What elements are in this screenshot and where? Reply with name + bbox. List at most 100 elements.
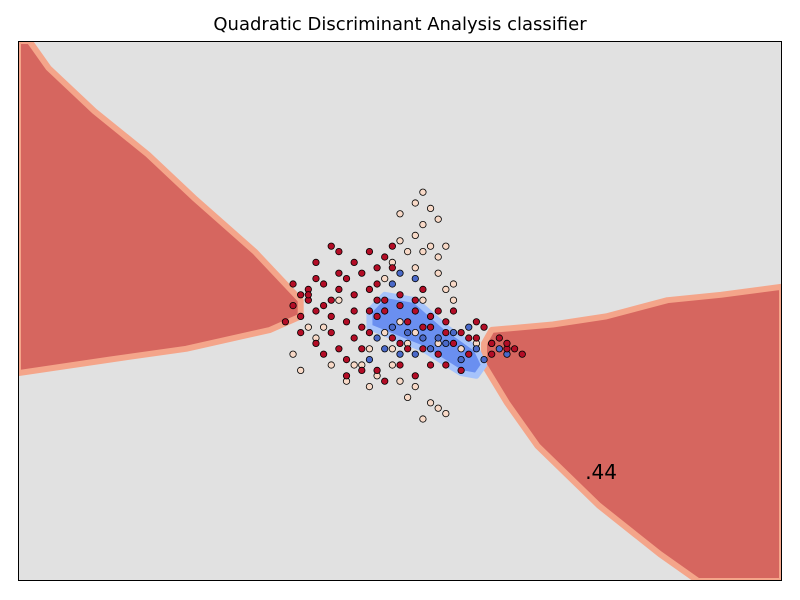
scatter-point-series-0 bbox=[426, 242, 435, 250]
scatter-point-series-2 bbox=[503, 339, 511, 347]
scatter-point-series-2 bbox=[319, 350, 328, 358]
scatter-point-series-0 bbox=[411, 231, 419, 239]
scatter-point-series-2 bbox=[312, 339, 320, 347]
scatter-point-series-2 bbox=[411, 307, 419, 315]
scatter-point-series-2 bbox=[327, 312, 335, 320]
scatter-point-series-2 bbox=[319, 301, 328, 310]
scatter-point-series-0 bbox=[457, 345, 465, 353]
scatter-point-series-0 bbox=[426, 399, 435, 407]
scatter-point-series-0 bbox=[419, 221, 427, 229]
scatter-point-series-2 bbox=[358, 269, 366, 277]
scatter-point-series-1 bbox=[442, 339, 450, 347]
scatter-point-series-1 bbox=[434, 334, 442, 342]
scatter-point-series-1 bbox=[396, 350, 404, 358]
scatter-point-series-2 bbox=[342, 372, 351, 380]
scatter-point-series-0 bbox=[381, 274, 389, 283]
scatter-point-series-0 bbox=[419, 415, 427, 423]
scatter-point-series-2 bbox=[358, 323, 366, 331]
scatter-point-series-2 bbox=[365, 248, 374, 256]
scatter-point-series-1 bbox=[373, 334, 381, 342]
scatter-point-series-2 bbox=[373, 280, 381, 288]
scatter-point-series-1 bbox=[495, 345, 503, 353]
scatter-point-series-0 bbox=[404, 248, 412, 256]
scatter-point-series-2 bbox=[327, 328, 335, 337]
scatter-point-series-1 bbox=[388, 280, 396, 288]
scatter-point-series-2 bbox=[350, 334, 358, 342]
scatter-point-series-1 bbox=[388, 323, 396, 331]
scatter-point-series-2 bbox=[419, 323, 427, 331]
scatter-point-series-0 bbox=[442, 285, 450, 293]
scatter-point-series-2 bbox=[404, 345, 412, 353]
scatter-point-series-0 bbox=[335, 296, 343, 304]
scatter-point-series-2 bbox=[335, 269, 343, 277]
scatter-point-series-2 bbox=[335, 285, 343, 293]
scatter-point-series-1 bbox=[411, 350, 419, 358]
scatter-point-series-2 bbox=[335, 248, 343, 256]
scatter-point-series-0 bbox=[404, 393, 412, 401]
scatter-point-series-2 bbox=[388, 334, 396, 342]
scatter-point-series-2 bbox=[472, 334, 480, 342]
decision-regions bbox=[18, 41, 782, 581]
scatter-point-series-0 bbox=[365, 382, 374, 391]
scatter-point-series-0 bbox=[411, 382, 419, 391]
scatter-point-series-2 bbox=[396, 291, 404, 299]
scatter-point-series-2 bbox=[449, 307, 458, 315]
scatter-point-series-0 bbox=[442, 409, 450, 418]
scatter-point-series-2 bbox=[388, 264, 396, 272]
scatter-point-series-0 bbox=[449, 280, 458, 288]
scatter-point-series-2 bbox=[426, 323, 435, 331]
scatter-point-series-0 bbox=[419, 296, 427, 304]
scatter-point-series-2 bbox=[350, 291, 358, 299]
scatter-point-series-1 bbox=[480, 355, 488, 364]
scatter-point-series-2 bbox=[373, 366, 381, 374]
scatter-point-series-1 bbox=[457, 355, 465, 364]
scatter-point-series-1 bbox=[396, 269, 404, 277]
scatter-point-series-0 bbox=[297, 366, 305, 374]
scatter-point-series-2 bbox=[434, 307, 442, 315]
scatter-point-series-2 bbox=[312, 307, 320, 315]
scatter-point-series-2 bbox=[465, 350, 473, 358]
scatter-point-series-2 bbox=[342, 318, 351, 326]
scatter-point-series-2 bbox=[373, 312, 381, 320]
chart-title: Quadratic Discriminant Analysis classifi… bbox=[213, 14, 587, 35]
scatter-point-series-2 bbox=[289, 280, 297, 288]
scatter-point-series-2 bbox=[297, 312, 305, 320]
scatter-point-series-2 bbox=[312, 258, 320, 266]
scatter-point-series-2 bbox=[350, 258, 358, 266]
scatter-point-series-2 bbox=[381, 253, 389, 261]
scatter-point-series-0 bbox=[327, 361, 335, 369]
scatter-point-series-2 bbox=[396, 361, 404, 369]
scatter-point-series-2 bbox=[335, 345, 343, 353]
scatter-point-series-2 bbox=[373, 264, 381, 272]
scatter-point-series-2 bbox=[319, 280, 328, 288]
scatter-point-series-2 bbox=[350, 307, 358, 315]
scatter-point-series-0 bbox=[434, 215, 442, 223]
data-points bbox=[281, 188, 526, 423]
scatter-point-series-2 bbox=[327, 296, 335, 304]
annotation-label: .44 bbox=[585, 460, 617, 484]
scatter-point-series-2 bbox=[480, 323, 488, 331]
scatter-point-series-0 bbox=[442, 242, 450, 250]
scatter-point-series-2 bbox=[426, 312, 435, 320]
scatter-point-series-2 bbox=[297, 291, 305, 299]
scatter-point-series-2 bbox=[518, 350, 526, 358]
scatter-point-series-2 bbox=[434, 350, 442, 358]
scatter-point-series-2 bbox=[281, 318, 289, 326]
scatter-point-series-2 bbox=[419, 345, 427, 353]
scatter-point-series-2 bbox=[472, 318, 480, 326]
scatter-point-series-1 bbox=[472, 345, 480, 353]
scatter-point-series-1 bbox=[404, 328, 412, 337]
scatter-point-series-0 bbox=[350, 361, 358, 369]
scatter-point-series-2 bbox=[510, 345, 519, 353]
scatter-point-series-2 bbox=[342, 355, 351, 364]
decision-region-lower-right bbox=[481, 283, 782, 581]
scatter-point-series-1 bbox=[426, 345, 435, 353]
scatter-point-series-2 bbox=[365, 307, 374, 315]
scatter-point-series-0 bbox=[388, 345, 396, 353]
scatter-point-series-2 bbox=[312, 274, 320, 283]
scatter-point-series-2 bbox=[373, 296, 381, 304]
scatter-point-series-2 bbox=[457, 328, 465, 337]
scatter-point-series-0 bbox=[396, 318, 404, 326]
